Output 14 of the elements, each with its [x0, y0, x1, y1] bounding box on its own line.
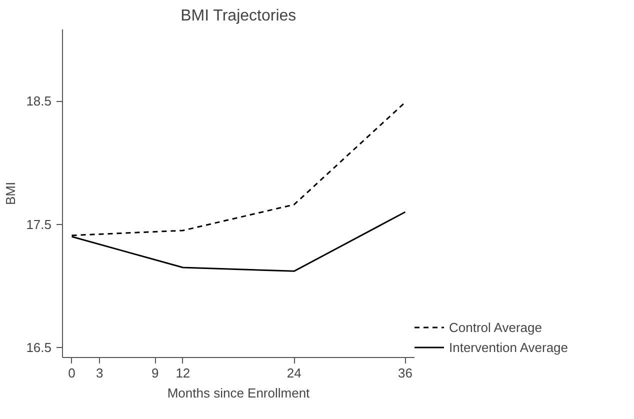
chart-title: BMI Trajectories [180, 8, 296, 24]
x-tick-label: 12 [176, 366, 190, 380]
legend-label: Intervention Average [449, 340, 568, 354]
y-tick-label: 17.5 [26, 216, 52, 232]
x-tick-label: 9 [152, 366, 159, 380]
x-tick-label: 0 [68, 366, 76, 380]
legend-label: Control Average [449, 320, 542, 334]
y-axis-title: BMI [3, 182, 18, 206]
x-tick-label: 24 [286, 366, 302, 380]
x-tick-label: 3 [96, 366, 104, 380]
x-tick-label: 36 [398, 366, 412, 380]
y-tick-label: 16.5 [26, 340, 52, 356]
x-axis-title: Months since Enrollment [167, 386, 310, 400]
y-tick-label: 18.5 [26, 94, 52, 109]
